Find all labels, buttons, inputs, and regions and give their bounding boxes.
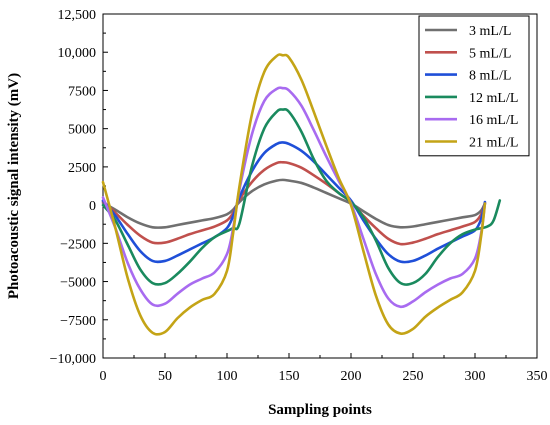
x-tick-label: 200 — [341, 369, 362, 384]
y-tick-label: −5000 — [60, 276, 96, 291]
legend-label: 8 mL/L — [469, 69, 511, 84]
x-tick-label: 50 — [158, 369, 172, 384]
axes: 0 50 100 150 200 250 300 350 −10,000 −7500 −5000 −2… — [50, 8, 548, 384]
legend-box — [418, 15, 530, 157]
y-tick-label: 10,000 — [58, 46, 97, 61]
legend: 3 mL/L 5 mL/L 8 mL/L 12 mL/L 16 mL/L 21 mL/L — [418, 15, 530, 157]
x-tick-label: 350 — [527, 369, 548, 384]
y-axis-title: Photoacoustic signal intensity (mV) — [6, 73, 22, 299]
y-tick-label: −7500 — [60, 314, 96, 329]
y-tick-label: 7500 — [68, 84, 96, 99]
x-axis-title: Sampling points — [268, 402, 372, 418]
y-tick-label: 0 — [89, 199, 96, 214]
x-tick-label: 0 — [100, 369, 107, 384]
y-tick-label: 5000 — [68, 123, 96, 138]
series-line-8-ml-l — [101, 141, 487, 264]
series-lines — [101, 53, 502, 336]
y-tick-label: −10,000 — [50, 352, 96, 367]
x-tick-label: 150 — [279, 369, 300, 384]
y-tick-label: 2500 — [68, 161, 96, 176]
series-line-3-ml-l — [101, 178, 487, 229]
y-tick-label: 12,500 — [58, 8, 97, 23]
legend-label: 3 mL/L — [469, 24, 511, 39]
legend-label: 16 mL/L — [469, 113, 518, 128]
x-tick-label: 250 — [403, 369, 424, 384]
legend-label: 21 mL/L — [469, 136, 518, 151]
legend-label: 5 mL/L — [469, 46, 511, 61]
series-line-5-ml-l — [101, 160, 487, 246]
series-line-16-ml-l — [101, 86, 487, 309]
series-line-21-ml-l — [101, 53, 487, 336]
x-tick-label: 300 — [465, 369, 486, 384]
y-tick-label: −2500 — [60, 237, 96, 252]
legend-label: 12 mL/L — [469, 91, 518, 106]
x-tick-label: 100 — [217, 369, 238, 384]
series-line-12-ml-l — [101, 108, 502, 286]
